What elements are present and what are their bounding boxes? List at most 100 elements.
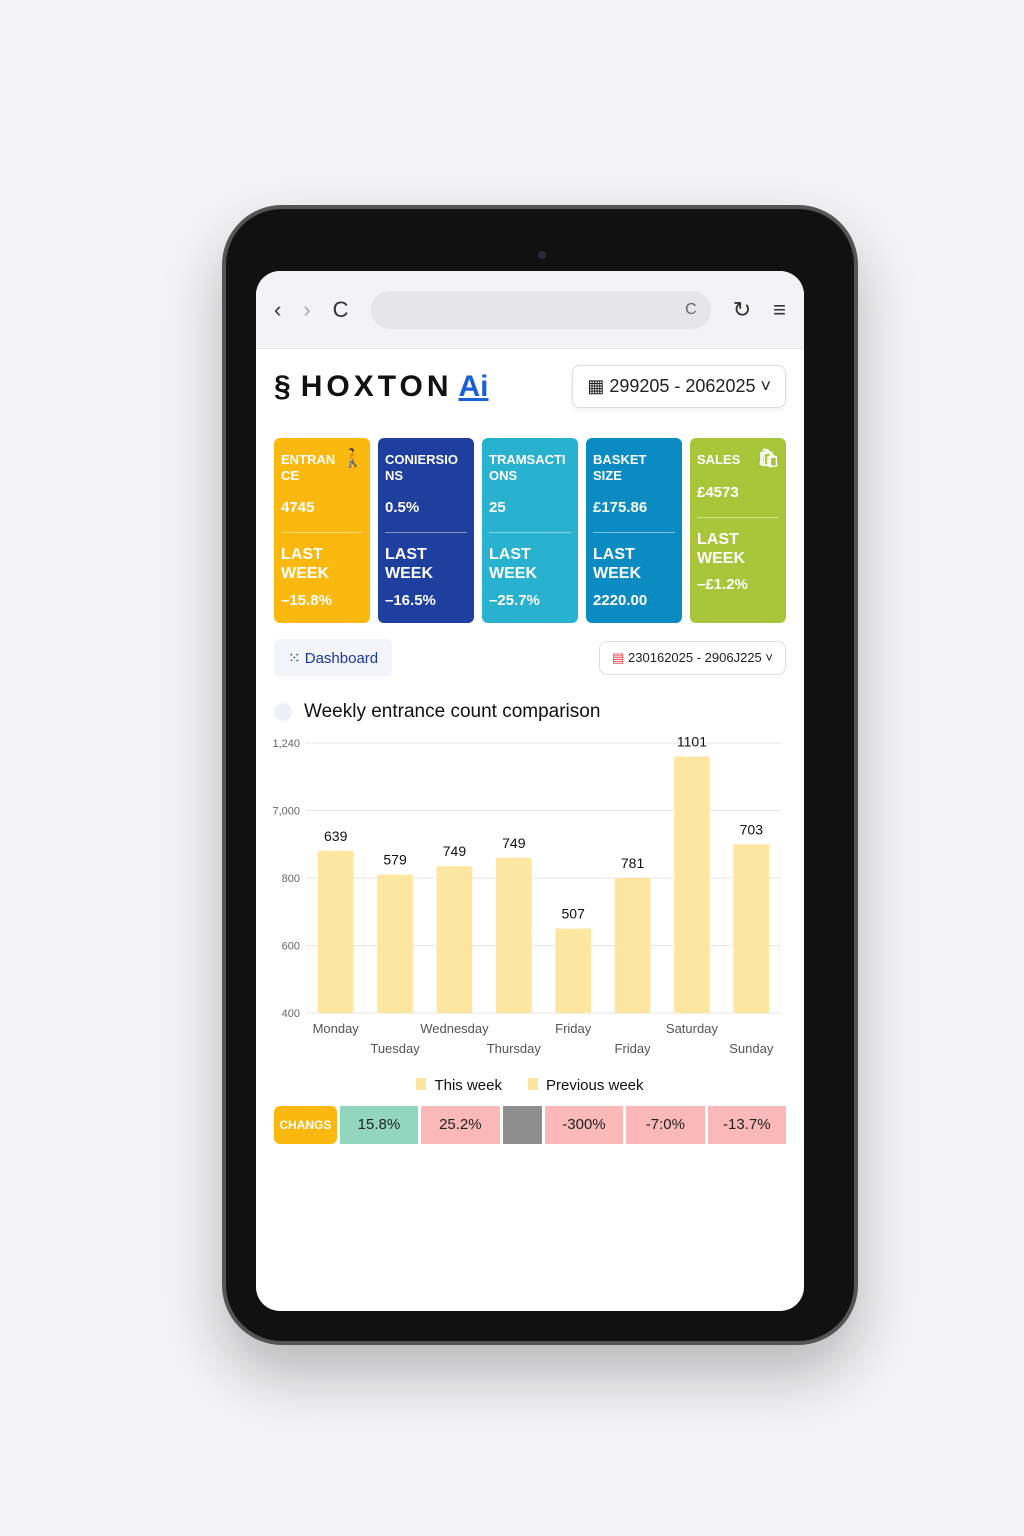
chart-legend: This week Previous week <box>256 1077 804 1094</box>
change-cell: -7:0% <box>626 1105 705 1144</box>
chart-title: Weekly entrance count comparison <box>304 700 601 722</box>
bar-value-label: 1101 <box>677 733 707 749</box>
card-last-week-value: –15.8% <box>281 591 332 609</box>
grid-icon: ⁙ <box>288 649 305 667</box>
divider <box>697 516 779 518</box>
card-title: ENTRANCE <box>281 452 336 483</box>
card-last-week-label: LAST WEEK <box>593 546 641 583</box>
kpi-card-coniersions[interactable]: CONIERSIONS 0.5% LAST WEEK –16.5% <box>378 438 474 623</box>
browser-toolbar: ‹ › C C ↻ ≡ <box>256 271 804 349</box>
y-tick-label: 600 <box>282 940 300 952</box>
card-last-week-label: LAST WEEK <box>697 530 745 567</box>
legend-label: This week <box>434 1076 502 1094</box>
card-value: 4745 <box>281 499 315 517</box>
card-title: BASKET SIZE <box>593 452 647 483</box>
bar <box>733 843 770 1013</box>
card-value: 0.5% <box>385 499 420 517</box>
bar-value-label: 781 <box>621 855 645 871</box>
legend-label: Previous week <box>545 1076 644 1094</box>
card-last-week-label: LAST WEEK <box>489 546 537 583</box>
x-tick-label: Thursday <box>487 1041 542 1056</box>
shopping-bag-icon: 🛍 <box>757 448 780 468</box>
date-range-picker-2[interactable]: ▤ 230162025 - 2906J225 ˅ <box>599 640 786 675</box>
camera <box>538 251 546 259</box>
bar <box>496 857 532 1013</box>
card-title: TRAMSACTIONS <box>489 452 566 483</box>
change-cell: 25.2% <box>421 1105 500 1144</box>
url-reload-icon[interactable]: C <box>685 300 697 318</box>
kpi-card-sales[interactable]: 🛍 SALES £4573 LAST WEEK –£1.2% <box>690 438 786 623</box>
card-last-week-value: –25.7% <box>489 591 540 609</box>
back-button[interactable]: ‹ <box>274 296 282 322</box>
bar-chart: 400 600 800 7,000 1,240 639 Monday 579 Tuesday 74… <box>272 733 781 1056</box>
legend-previous-week: Previous week <box>527 1076 644 1094</box>
x-tick-label: Friday <box>615 1041 652 1056</box>
bar <box>555 928 591 1013</box>
x-tick-label: Tuesday <box>370 1041 420 1056</box>
change-cell: -13.7% <box>707 1105 786 1144</box>
changes-label: CHANGS <box>274 1105 337 1144</box>
chart-icon <box>274 702 292 721</box>
logo-mark-icon: § <box>274 369 295 403</box>
y-tick-label: 7,000 <box>272 805 300 817</box>
card-title: CONIERSIONS <box>385 452 458 483</box>
legend-this-week: This week <box>416 1077 502 1094</box>
bar <box>377 874 413 1013</box>
address-bar[interactable]: C <box>370 290 711 329</box>
x-tick-label: Sunday <box>729 1041 774 1056</box>
divider <box>385 532 467 534</box>
card-value: £4573 <box>697 483 739 501</box>
changes-row: CHANGS 15.8% 25.2% -300% -7:0% -13.7% <box>256 1094 804 1144</box>
logo-text: HOXTON <box>300 369 453 403</box>
divider <box>489 532 571 534</box>
card-last-week-value: –16.5% <box>385 591 436 609</box>
x-tick-label: Friday <box>555 1021 592 1036</box>
refresh-icon[interactable]: ↻ <box>732 296 752 322</box>
kpi-card-entrance[interactable]: 🚶 ENTRANCE 4745 LAST WEEK –15.8% <box>274 438 370 623</box>
dashboard-tab[interactable]: ⁙ Dashboard <box>274 638 393 677</box>
card-value: 25 <box>489 499 506 517</box>
calendar-icon: ▤ <box>612 649 629 665</box>
y-tick-label: 800 <box>282 873 300 885</box>
bar <box>436 865 473 1013</box>
dashboard-label: Dashboard <box>304 649 379 667</box>
date-range-text: 299205 - 2062025 <box>609 376 756 396</box>
bar <box>674 756 710 1013</box>
bar-value-label: 639 <box>324 828 348 844</box>
divider <box>593 532 675 534</box>
bar <box>317 850 354 1013</box>
bar-value-label: 579 <box>383 851 407 867</box>
change-cell: 15.8% <box>339 1105 419 1144</box>
card-last-week-label: LAST WEEK <box>281 546 329 583</box>
chevron-down-icon: ˅ <box>761 649 773 665</box>
card-title: SALES <box>697 452 741 467</box>
change-cell <box>502 1105 542 1144</box>
bar-value-label: 749 <box>502 834 526 850</box>
chevron-down-icon: ˅ <box>755 376 771 396</box>
y-tick-label: 400 <box>282 1008 300 1020</box>
card-last-week-value: 2220.00 <box>593 591 648 609</box>
bar-value-label: 703 <box>740 821 764 837</box>
y-tick-label: 1,240 <box>272 738 300 750</box>
bar-value-label: 507 <box>562 905 586 921</box>
menu-icon[interactable]: ≡ <box>773 296 786 322</box>
kpi-card-tramsactions[interactable]: TRAMSACTIONS 25 LAST WEEK –25.7% <box>482 438 578 623</box>
bar-value-label: 749 <box>443 843 467 859</box>
kpi-card-basket-size[interactable]: BASKET SIZE £175.86 LAST WEEK 2220.00 <box>586 438 682 623</box>
divider <box>281 532 363 534</box>
x-tick-label: Monday <box>313 1021 360 1036</box>
screen: ‹ › C C ↻ ≡ § HOXTON Ai ▦ 299205 - 20620… <box>256 271 804 1311</box>
kpi-cards: 🚶 ENTRANCE 4745 LAST WEEK –15.8% CONIERSIO… <box>256 418 804 623</box>
card-last-week-value: –£1.2% <box>697 575 748 593</box>
card-value: £175.86 <box>593 499 648 517</box>
change-cell: -300% <box>544 1105 624 1144</box>
bar <box>614 877 651 1013</box>
card-last-week-label: LAST WEEK <box>385 546 433 583</box>
logo: § HOXTON Ai <box>274 370 488 404</box>
reload-button[interactable]: C <box>332 296 349 322</box>
date-range-picker[interactable]: ▦ 299205 - 2062025 ˅ <box>572 365 786 408</box>
forward-button[interactable]: › <box>303 296 311 322</box>
logo-ai: Ai <box>458 369 489 403</box>
person-walking-icon: 🚶 <box>341 448 364 468</box>
app-header: § HOXTON Ai ▦ 299205 - 2062025 ˅ <box>256 349 804 418</box>
